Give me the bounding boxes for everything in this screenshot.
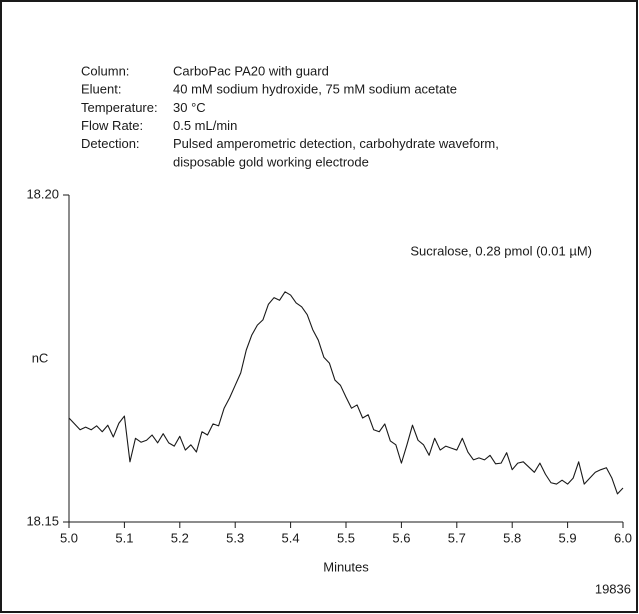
x-tick-label: 5.4 <box>282 530 300 545</box>
x-tick-label: 5.6 <box>392 530 410 545</box>
condition-value: 30 °C <box>173 100 206 115</box>
condition-label: Temperature: <box>81 100 158 115</box>
condition-value: 0.5 mL/min <box>173 118 237 133</box>
y-tick-label: 18.15 <box>26 513 59 528</box>
x-tick-label: 5.2 <box>171 530 189 545</box>
peak-annotation: Sucralose, 0.28 pmol (0.01 µM) <box>410 243 592 258</box>
x-tick-label: 5.5 <box>337 530 355 545</box>
y-tick-label: 18.20 <box>26 186 59 201</box>
x-tick-label: 5.8 <box>503 530 521 545</box>
x-tick-label: 6.0 <box>614 530 632 545</box>
condition-value: Pulsed amperometric detection, carbohydr… <box>173 136 499 151</box>
x-tick-label: 5.0 <box>60 530 78 545</box>
condition-label: Detection: <box>81 136 140 151</box>
x-tick-label: 5.3 <box>226 530 244 545</box>
trace <box>68 291 624 495</box>
condition-value: CarboPac PA20 with guard <box>173 63 329 78</box>
y-axis-label: nC <box>32 350 49 365</box>
condition-value: disposable gold working electrode <box>173 154 369 169</box>
condition-value: 40 mM sodium hydroxide, 75 mM sodium ace… <box>173 82 457 97</box>
x-axis-label: Minutes <box>323 559 369 574</box>
x-tick-label: 5.9 <box>559 530 577 545</box>
x-tick-label: 5.1 <box>115 530 133 545</box>
condition-label: Flow Rate: <box>81 118 143 133</box>
x-tick-label: 5.7 <box>448 530 466 545</box>
condition-label: Column: <box>81 63 129 78</box>
figure-number: 19836 <box>595 581 631 596</box>
condition-label: Eluent: <box>81 82 121 97</box>
